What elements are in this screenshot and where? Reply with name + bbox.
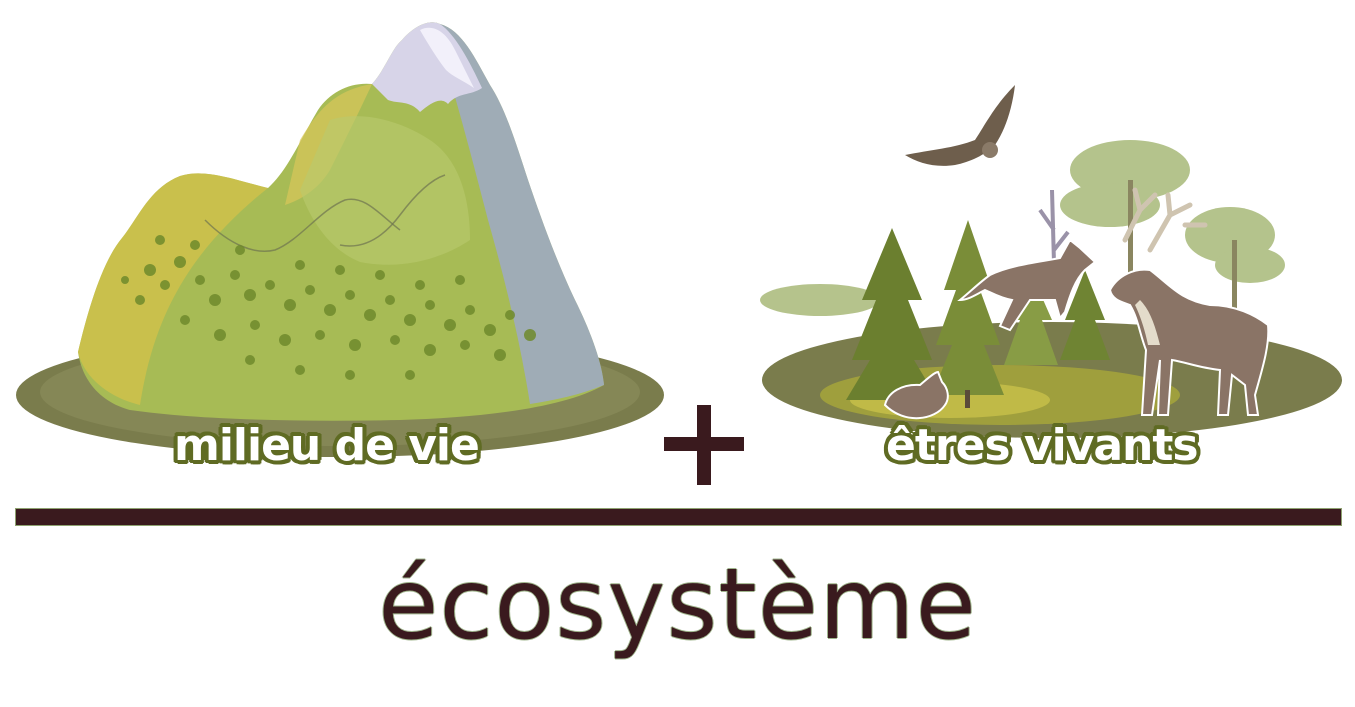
habitat-label: milieu de vie — [174, 420, 480, 471]
sum-line — [16, 509, 1341, 525]
living-beings-label: êtres vivants — [886, 420, 1199, 471]
eagle-figure — [905, 85, 1015, 166]
plus-vertical-bar — [697, 405, 711, 485]
living-beings-illustration — [760, 85, 1342, 438]
mountain-habitat-illustration — [16, 22, 664, 457]
wolf-figure — [957, 238, 1097, 332]
plus-operator — [664, 405, 744, 485]
ecosystem-result-label: écosystème — [378, 548, 977, 662]
rabbit-figure — [883, 370, 949, 420]
caribou-figure — [1108, 187, 1270, 416]
